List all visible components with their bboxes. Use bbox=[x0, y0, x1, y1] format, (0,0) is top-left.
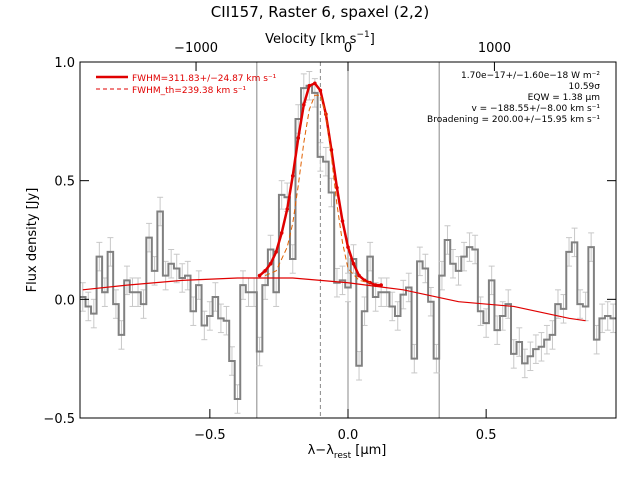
chart-title: CII157, Raster 6, spaxel (2,2) bbox=[211, 3, 429, 21]
x-tick-label-2: 0.5 bbox=[476, 428, 497, 443]
fit-point bbox=[379, 283, 383, 287]
fit-point bbox=[335, 185, 339, 190]
reference-lines bbox=[256, 62, 440, 418]
data-series bbox=[80, 81, 616, 401]
fit-point bbox=[368, 280, 372, 285]
continuum-line bbox=[82, 277, 586, 322]
top-axis-label-close: ] bbox=[370, 32, 375, 47]
plot-frame bbox=[79, 61, 617, 419]
fit-point bbox=[340, 219, 345, 223]
fit-point bbox=[257, 273, 262, 278]
fit-point bbox=[313, 81, 317, 86]
fit-point bbox=[279, 231, 284, 235]
annotation-0: 1.70e−17+/−1.60e−18 W m⁻² bbox=[461, 71, 600, 81]
top-axis-label-sup: −1 bbox=[356, 30, 369, 40]
x-tick-label-1: 0.0 bbox=[338, 428, 359, 443]
top-tick-label-2: 1000 bbox=[478, 41, 511, 56]
fit-point bbox=[290, 174, 295, 178]
x-axis-label-sub: rest bbox=[334, 451, 352, 461]
top-axis-label: Velocity [km s−1] bbox=[265, 30, 375, 47]
x-axis-label-unit: [μm] bbox=[351, 443, 386, 458]
y-tick-label-3: 1.0 bbox=[54, 56, 75, 71]
top-tick-label-1: 0 bbox=[344, 41, 352, 56]
legend-label-1: FWHM_th=239.38 km s⁻¹ bbox=[132, 86, 247, 96]
y-tick-label-2: 0.5 bbox=[54, 175, 75, 190]
fit-point bbox=[301, 102, 306, 107]
top-axis-label-main: Velocity [km s bbox=[265, 32, 357, 47]
x-axis-label-main: λ−λ bbox=[308, 443, 335, 458]
fwhm-th-line bbox=[264, 94, 371, 284]
fit-point bbox=[274, 250, 278, 254]
y-tick-label-1: 0.0 bbox=[54, 293, 75, 308]
fit-point bbox=[357, 273, 361, 278]
axis-ticks: −0.5 0.0 0.5 −0.5 0.0 0.5 1.0 −1000 0 1000 bbox=[43, 41, 616, 443]
fit-point bbox=[346, 245, 350, 249]
fit-point bbox=[263, 269, 267, 273]
fit-point bbox=[318, 88, 323, 93]
fit-point bbox=[329, 148, 334, 152]
legend-label-0: FWHM=311.83+/−24.87 km s⁻¹ bbox=[132, 74, 277, 84]
fit-point bbox=[296, 136, 301, 140]
x-axis-label: λ−λrest [μm] bbox=[308, 443, 387, 461]
legend: FWHM=311.83+/−24.87 km s⁻¹ FWHM_th=239.38… bbox=[96, 74, 277, 96]
annotation-2: EQW = 1.38 μm bbox=[528, 93, 600, 103]
annotation-4: Broadening = 200.00+/−15.95 km s⁻¹ bbox=[427, 115, 600, 125]
fit-point bbox=[351, 261, 356, 266]
x-tick-label-0: −0.5 bbox=[194, 428, 226, 443]
annotation-1: 10.59σ bbox=[569, 82, 601, 92]
fit-point bbox=[268, 261, 273, 266]
top-tick-label-0: −1000 bbox=[174, 41, 218, 56]
annotation-3: v = −188.55+/−8.00 km s⁻¹ bbox=[471, 104, 600, 114]
y-axis-label: Flux density [Jy] bbox=[25, 188, 40, 293]
y-tick-label-0: −0.5 bbox=[43, 412, 75, 427]
fit-point bbox=[285, 207, 290, 211]
fit-point bbox=[307, 83, 312, 88]
flux-histogram bbox=[80, 84, 616, 401]
